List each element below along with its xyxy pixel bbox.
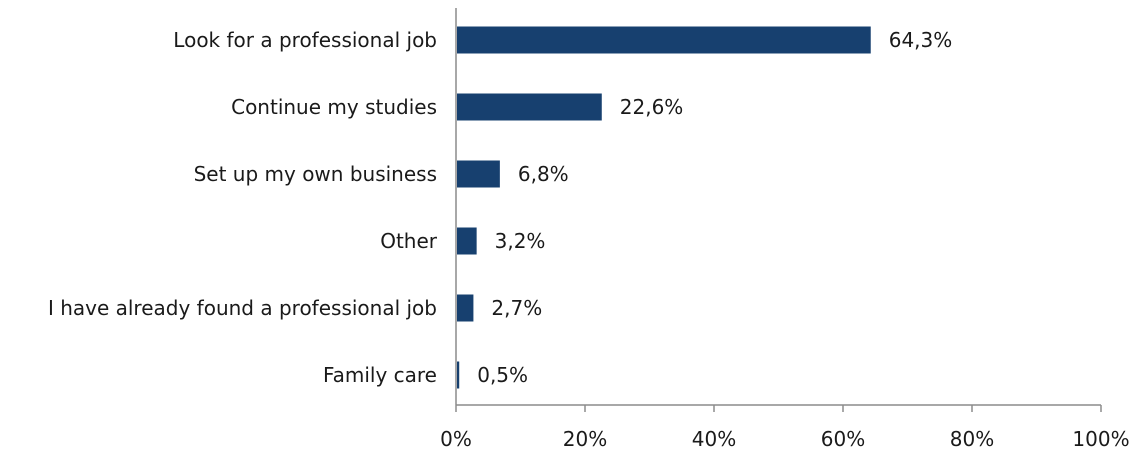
category-label: Set up my own business (194, 162, 437, 186)
data-label: 22,6% (620, 95, 684, 119)
category-label: Look for a professional job (173, 28, 437, 52)
x-tick-label: 100% (1072, 427, 1129, 451)
x-tick-label: 80% (950, 427, 994, 451)
category-label: Continue my studies (231, 95, 437, 119)
x-tick-label: 40% (692, 427, 736, 451)
bar (457, 227, 477, 255)
category-label: Other (380, 229, 438, 253)
x-tick-label: 0% (440, 427, 472, 451)
data-label: 6,8% (518, 162, 569, 186)
data-label: 2,7% (491, 296, 542, 320)
bar (457, 26, 871, 54)
data-label: 64,3% (889, 28, 953, 52)
data-label: 0,5% (477, 363, 528, 387)
category-label: Family care (323, 363, 437, 387)
category-label: I have already found a professional job (48, 296, 437, 320)
data-label: 3,2% (495, 229, 546, 253)
bar (457, 93, 602, 121)
bar (457, 361, 460, 389)
x-tick-label: 20% (563, 427, 607, 451)
x-tick-label: 60% (821, 427, 865, 451)
bar (457, 160, 500, 188)
bar (457, 294, 474, 322)
